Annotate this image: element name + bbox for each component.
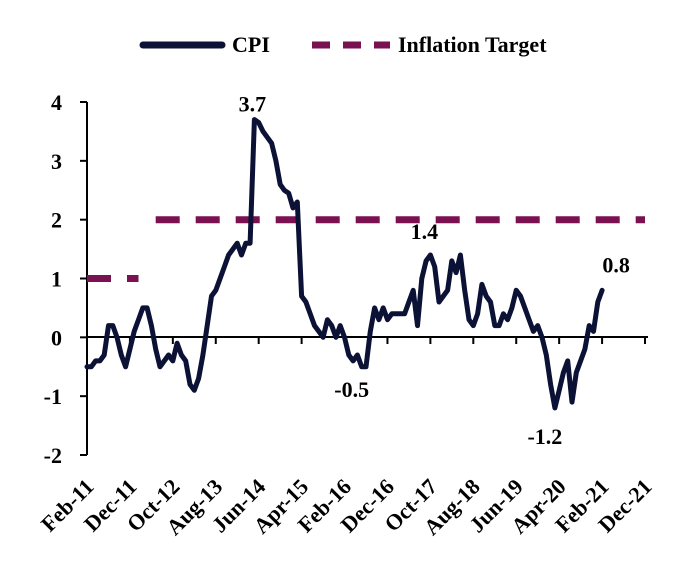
y-tick-label: 3: [51, 149, 62, 174]
legend-label-inflation-target: Inflation Target: [398, 32, 547, 57]
data-label: -0.5: [334, 377, 369, 402]
data-label: 3.7: [239, 92, 267, 117]
y-tick-label: 4: [51, 90, 62, 115]
y-ticks: 4 3 2 1 0 -1 -2: [44, 90, 87, 468]
y-tick-label: 1: [51, 267, 62, 292]
y-tick-label: 2: [51, 208, 62, 233]
y-tick-label: -1: [44, 384, 62, 409]
data-label: 1.4: [411, 219, 439, 244]
y-tick-label: -2: [44, 443, 62, 468]
inflation-target-line: [87, 216, 645, 282]
data-label: 0.8: [602, 252, 630, 277]
annotations: 3.7 1.4 -0.5 -1.2 0.8: [239, 92, 630, 449]
legend-label-cpi: CPI: [232, 32, 270, 57]
y-tick-label: 0: [51, 325, 62, 350]
legend: CPI Inflation Target: [139, 32, 547, 57]
cpi-series-line: [84, 117, 605, 411]
data-label: -1.2: [527, 424, 562, 449]
